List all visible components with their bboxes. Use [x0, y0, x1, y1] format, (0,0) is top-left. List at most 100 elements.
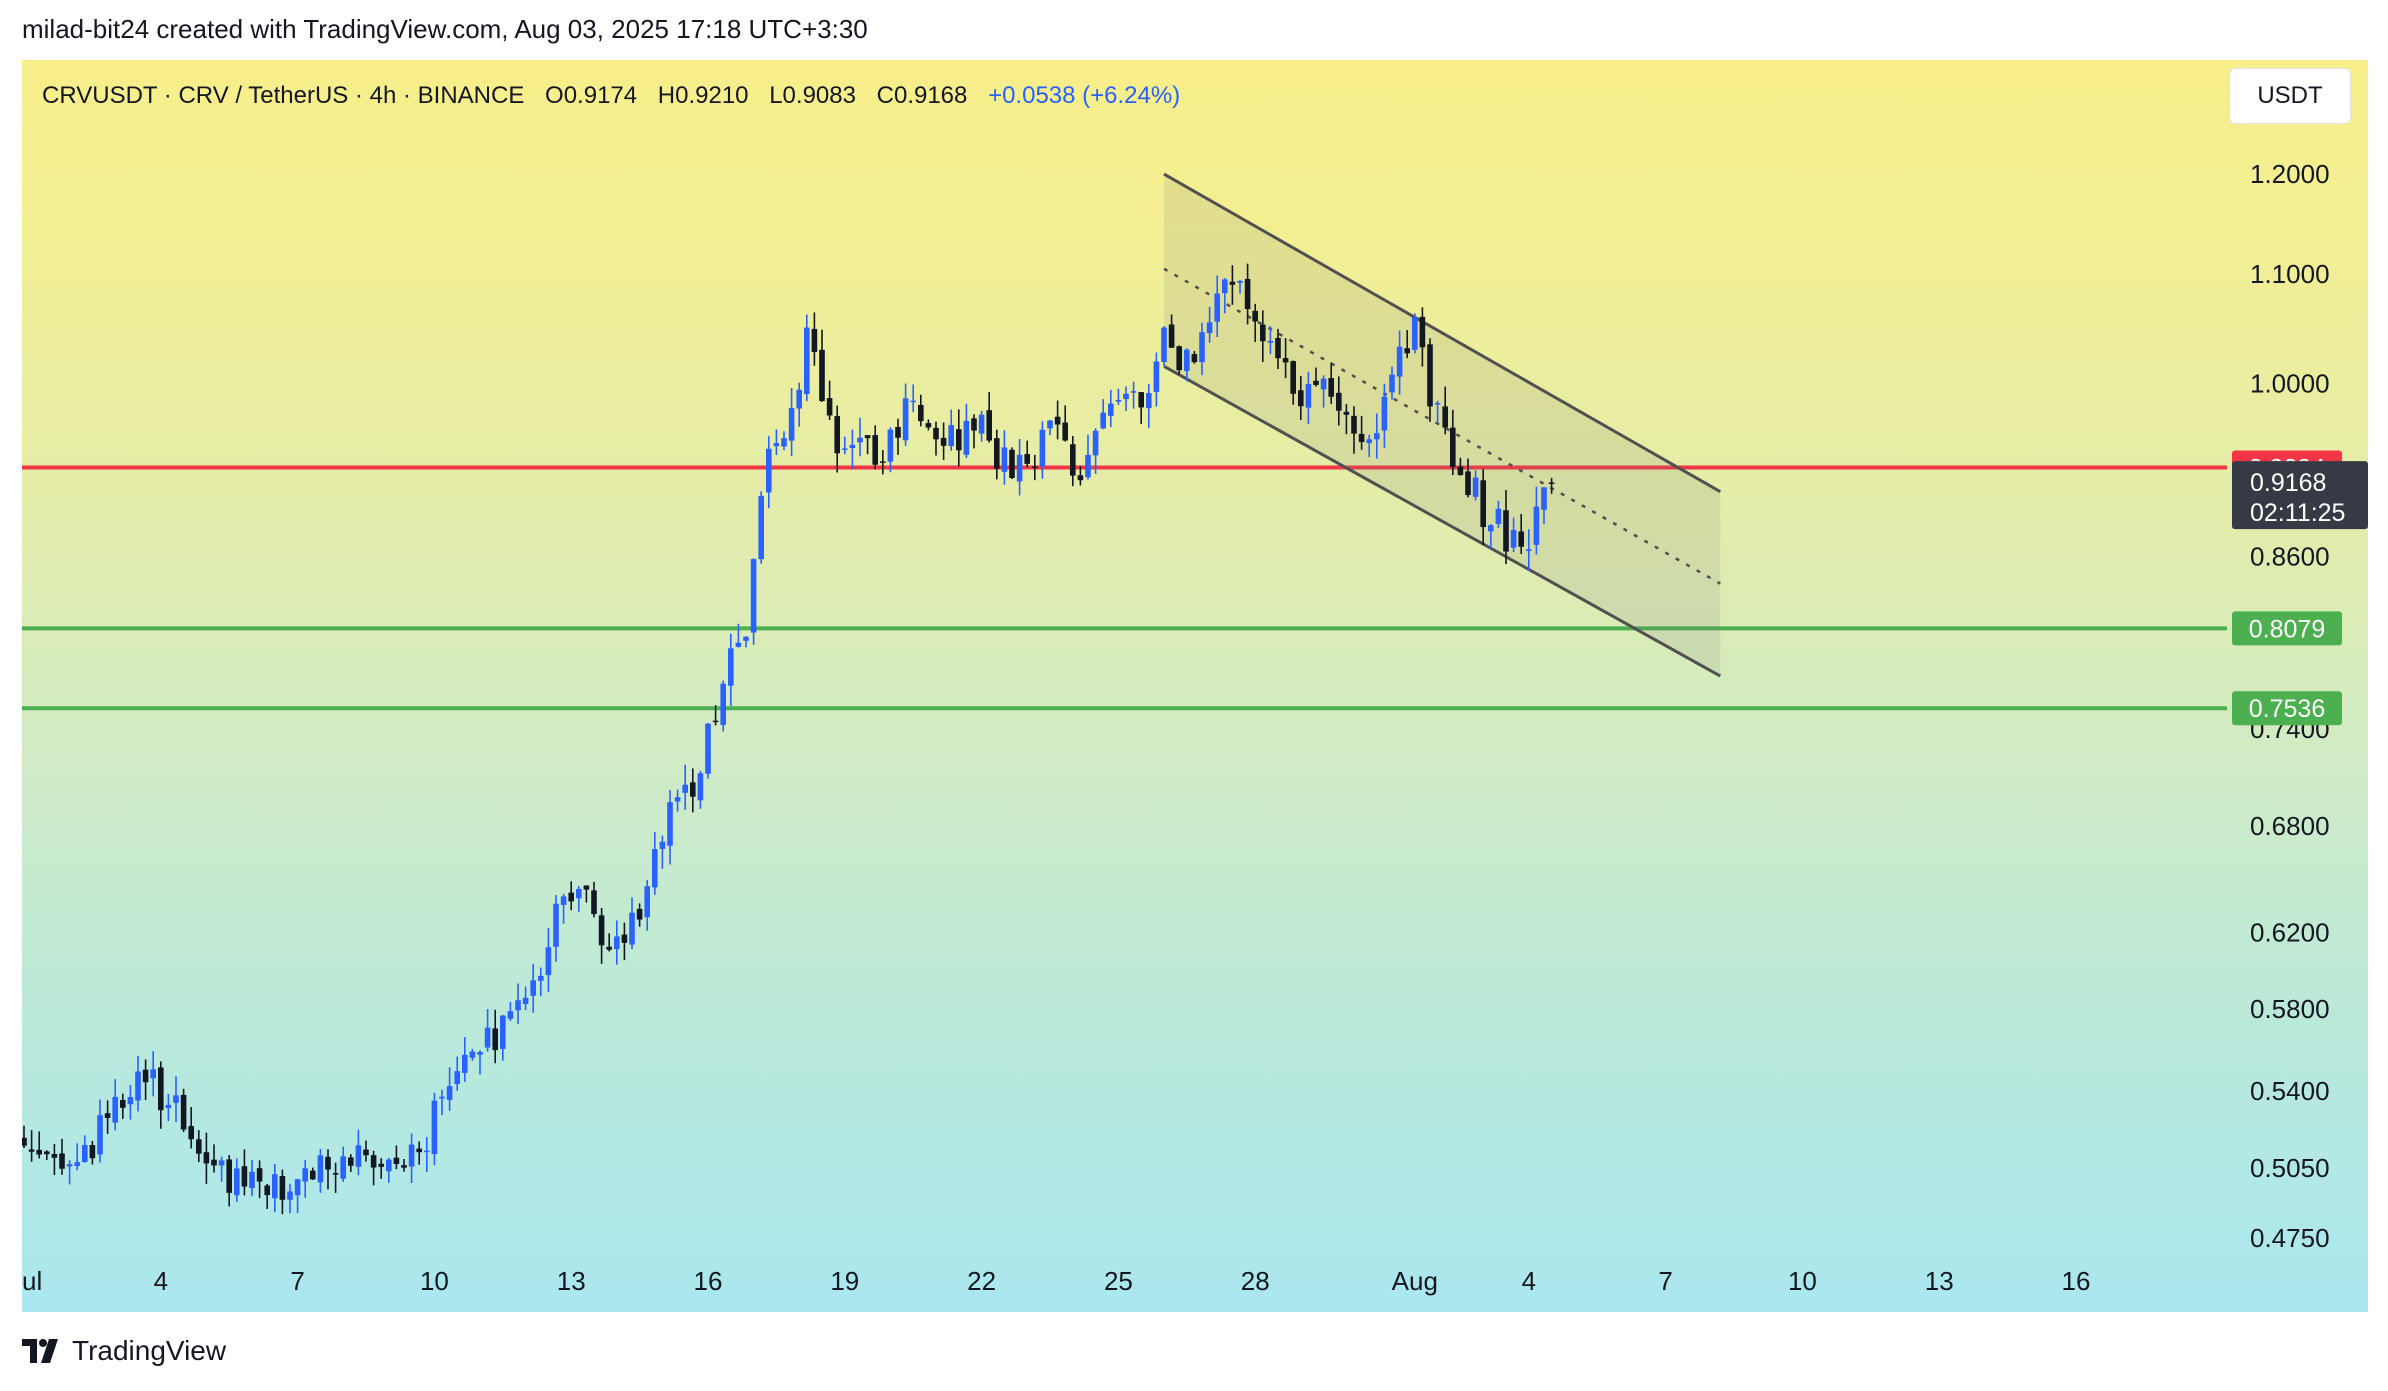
candle-body	[1465, 471, 1471, 496]
candle	[348, 1154, 354, 1172]
candle	[484, 1008, 491, 1052]
price-chart[interactable]: 1.2000 1.1000 1.0000 0.6800 0.6200 0.5800 0.54…	[22, 60, 2368, 1312]
candle-body	[659, 841, 666, 849]
candle	[804, 314, 810, 402]
candle-body	[1222, 279, 1228, 294]
candle	[211, 1144, 217, 1173]
candle-body	[66, 1164, 73, 1167]
candle-body	[857, 437, 863, 443]
x-tick-label: 10	[420, 1266, 449, 1296]
candle	[226, 1155, 232, 1207]
candle	[492, 1009, 498, 1064]
candle	[766, 436, 772, 509]
currency-button[interactable]: USDT	[2229, 68, 2351, 124]
candle	[272, 1164, 278, 1213]
candle-body	[735, 642, 742, 647]
candle	[256, 1160, 263, 1199]
candle-body	[773, 443, 780, 447]
candle-body	[796, 389, 802, 409]
candle-body	[925, 423, 932, 428]
candle	[614, 920, 620, 965]
candle-body	[1351, 415, 1357, 434]
candle-body	[621, 934, 628, 943]
candle	[598, 908, 605, 964]
candle	[667, 789, 673, 865]
candle	[560, 893, 567, 924]
candle	[1138, 392, 1144, 424]
candle-body	[97, 1115, 103, 1155]
candle	[530, 963, 536, 1013]
candle	[158, 1061, 164, 1129]
candle-body	[576, 889, 582, 899]
candle-body	[142, 1069, 149, 1083]
candle-body	[849, 444, 856, 449]
candle	[439, 1089, 445, 1116]
close-value: C0.9168	[876, 82, 968, 109]
candle-body	[386, 1159, 392, 1172]
level-price-tag-label: 0.7536	[2249, 695, 2325, 723]
candle-body	[515, 1000, 521, 1011]
candle-body	[720, 683, 726, 725]
candle	[1047, 419, 1053, 436]
candle-body	[1282, 358, 1289, 363]
candle	[1009, 447, 1015, 480]
y-tick-label: 0.6200	[2250, 917, 2330, 947]
candle	[1282, 338, 1289, 379]
candle-body	[652, 849, 658, 888]
candle	[180, 1088, 187, 1133]
candle-body	[74, 1162, 80, 1166]
candle	[310, 1167, 316, 1181]
candle-body	[492, 1028, 498, 1051]
x-tick-label: 13	[1925, 1266, 1954, 1296]
y-tick-label: 1.0000	[2250, 368, 2330, 398]
candle-body	[994, 438, 1000, 469]
candle-body	[234, 1168, 240, 1196]
candle	[279, 1169, 286, 1215]
candle	[393, 1145, 400, 1170]
candle	[127, 1084, 134, 1120]
candle	[880, 450, 886, 475]
candle	[971, 414, 977, 449]
candle-body	[758, 495, 764, 560]
x-tick-label: 7	[1658, 1266, 1672, 1296]
candle	[51, 1143, 58, 1175]
candle-body	[1108, 403, 1114, 416]
candle	[910, 384, 916, 413]
candle	[74, 1143, 80, 1171]
candle-body	[568, 892, 574, 902]
candle-body	[819, 349, 825, 402]
chart-panel[interactable]: 1.2000 1.1000 1.0000 0.6800 0.6200 0.5800 0.54…	[22, 60, 2368, 1312]
candle-body	[203, 1152, 210, 1164]
candle-body	[1450, 427, 1456, 467]
candle	[446, 1067, 453, 1111]
countdown-label: 02:11:25	[2250, 499, 2345, 527]
candle	[401, 1158, 407, 1172]
candle	[135, 1055, 141, 1112]
candle-body	[469, 1051, 476, 1058]
candle	[515, 983, 521, 1025]
candle	[606, 933, 612, 952]
candle	[629, 897, 635, 950]
candle	[104, 1100, 111, 1134]
tradingview-logo[interactable]: TradingView	[22, 1331, 226, 1371]
candle-body	[165, 1104, 172, 1109]
open-value: O0.9174	[545, 82, 638, 109]
candle-body	[956, 429, 962, 451]
candle	[842, 436, 848, 455]
candle	[849, 429, 856, 469]
candle	[788, 387, 795, 456]
candle	[66, 1160, 73, 1185]
candle-body	[1541, 487, 1547, 510]
time-axis: ul 4 7 10 13 16 19 22 25 28 Aug 4 7 10 13 16	[22, 1266, 2090, 1296]
candle-body	[864, 435, 871, 439]
candle	[1252, 303, 1258, 343]
candle	[97, 1099, 103, 1163]
candle-body	[44, 1151, 50, 1155]
candle-body	[1267, 340, 1274, 343]
symbol-info[interactable]: CRVUSDT · CRV / TetherUS · 4h · BINANCE	[42, 82, 525, 109]
candle	[743, 636, 749, 648]
candle	[538, 967, 544, 997]
candle	[1480, 469, 1486, 546]
candle	[1510, 517, 1517, 552]
candle-body	[933, 427, 939, 440]
